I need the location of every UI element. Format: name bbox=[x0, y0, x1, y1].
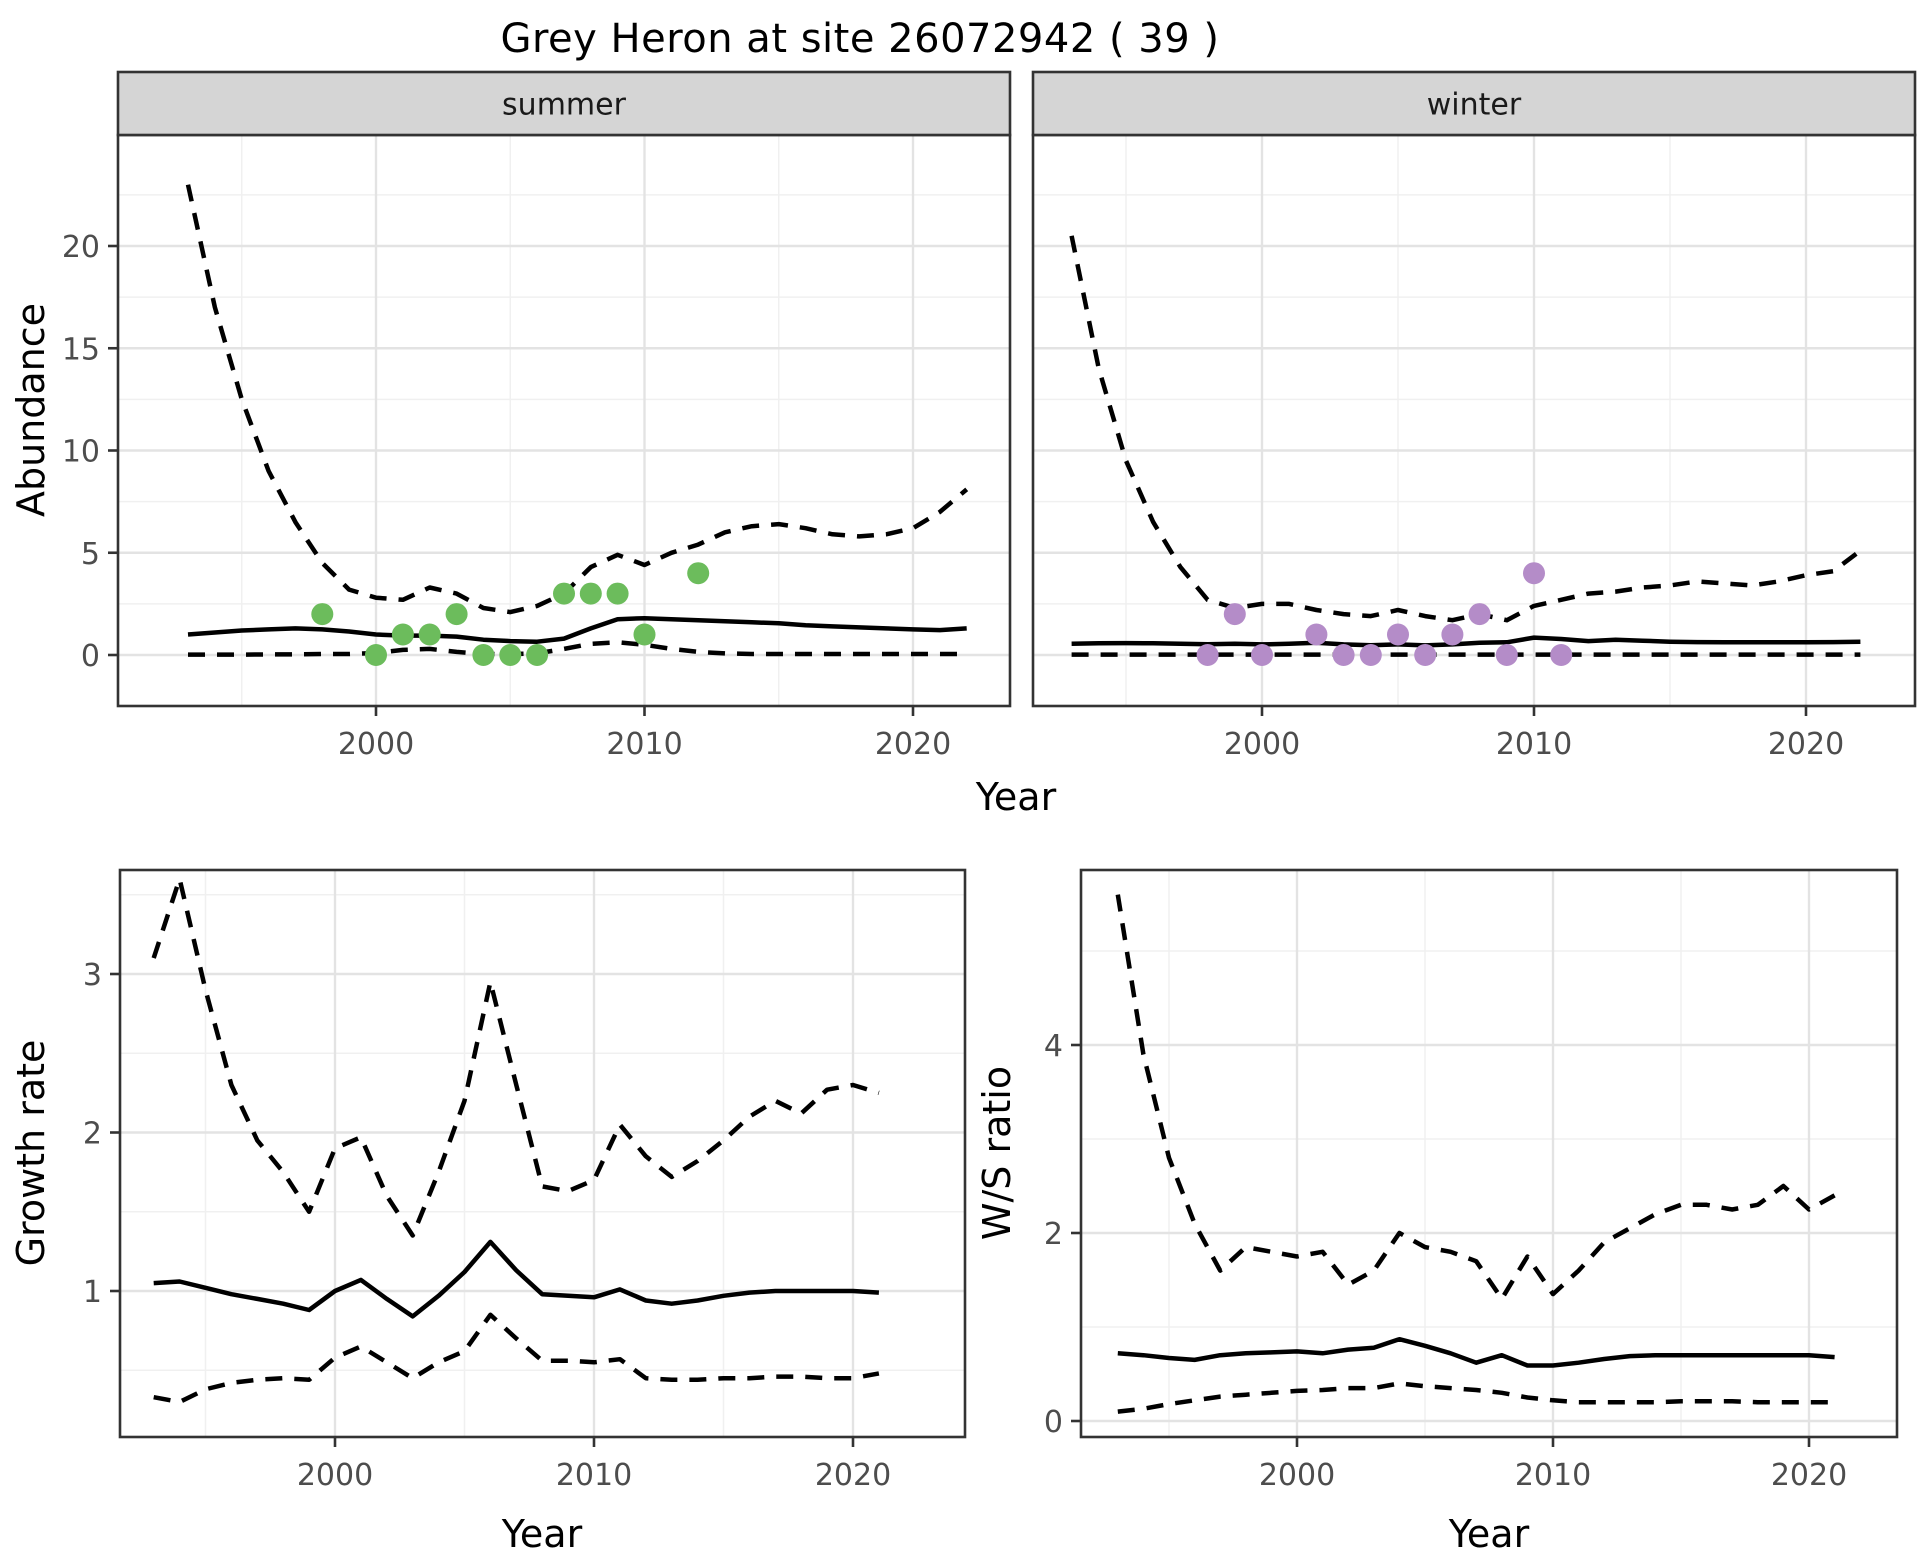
data-point bbox=[1523, 562, 1545, 585]
data-point bbox=[1550, 644, 1573, 666]
series-line-upper_95ci bbox=[1069, 235, 1862, 623]
data-point bbox=[1468, 603, 1491, 626]
y-tick-label: 10 bbox=[62, 435, 100, 470]
facet-strip bbox=[116, 70, 1012, 137]
y-tick-label: 3 bbox=[83, 958, 102, 993]
series-line-lower_95ci bbox=[188, 640, 967, 657]
y-axis-title-growth-rate: Growth rate bbox=[9, 1040, 53, 1267]
series-group bbox=[151, 876, 880, 1405]
data-point bbox=[1251, 644, 1273, 666]
series-line-mean bbox=[153, 1239, 880, 1319]
facet-strip-label: winter bbox=[1427, 88, 1522, 123]
data-point bbox=[579, 582, 602, 605]
y-tick-label: 1 bbox=[83, 1275, 102, 1310]
series-line-mean bbox=[1117, 1336, 1835, 1368]
series-line-lower_95ci bbox=[153, 1312, 880, 1405]
y-tick-label: 0 bbox=[81, 639, 100, 674]
y-tick-label: 5 bbox=[81, 537, 100, 572]
series-line-lower_95ci bbox=[1117, 1381, 1835, 1414]
x-tick-label: 2020 bbox=[1768, 727, 1844, 762]
observed-counts-summer bbox=[311, 562, 710, 666]
y-tick-label: 2 bbox=[83, 1117, 102, 1152]
series-line-mean bbox=[187, 615, 967, 644]
x-tick-label: 2000 bbox=[1224, 727, 1300, 762]
data-point bbox=[1359, 644, 1382, 666]
plot-title: Grey Heron at site 26072942 ( 39 ) bbox=[500, 16, 1220, 62]
x-tick-label: 2010 bbox=[606, 727, 682, 762]
data-point bbox=[445, 603, 468, 626]
data-point bbox=[1441, 623, 1464, 646]
series-group bbox=[1115, 894, 1836, 1414]
x-tick-label: 2010 bbox=[556, 1458, 632, 1493]
panel-background bbox=[118, 135, 1010, 706]
y-tick-label: 20 bbox=[62, 230, 100, 265]
data-point bbox=[391, 623, 414, 646]
panel-abundance-winter: winter 2000 2010 2020 bbox=[1031, 70, 1917, 762]
observed-counts-winter bbox=[1196, 562, 1573, 666]
x-axis-title-year-bl: Year bbox=[501, 1512, 583, 1556]
x-tick-label: 2010 bbox=[1515, 1458, 1591, 1493]
y-axis-title-ws-ratio: W/S ratio bbox=[975, 1066, 1019, 1240]
x-tick-label: 2000 bbox=[338, 727, 414, 762]
x-axis-title-year-br: Year bbox=[1448, 1512, 1530, 1556]
y-tick-label: 15 bbox=[62, 332, 100, 367]
data-point bbox=[606, 582, 629, 605]
data-point bbox=[1196, 644, 1219, 666]
data-point bbox=[1414, 644, 1437, 666]
data-point bbox=[633, 623, 656, 646]
data-point bbox=[418, 623, 441, 646]
series-group bbox=[185, 184, 969, 657]
x-tick-label: 2020 bbox=[815, 1458, 891, 1493]
x-tick-label: 2000 bbox=[1259, 1458, 1335, 1493]
x-tick-label: 2020 bbox=[1771, 1458, 1847, 1493]
facet-strip-label: summer bbox=[502, 88, 627, 123]
data-point bbox=[1223, 603, 1246, 626]
panel-growth-rate: 2000 2010 2020 1 2 3 bbox=[83, 868, 967, 1493]
panel-ws-ratio: 2000 2010 2020 0 2 4 bbox=[1044, 868, 1899, 1493]
data-point bbox=[365, 644, 387, 666]
panel-background bbox=[120, 870, 965, 1437]
y-axis-title-abundance: Abundance bbox=[9, 303, 53, 517]
data-point bbox=[526, 644, 549, 666]
y-tick-label: 2 bbox=[1044, 1217, 1063, 1252]
data-point bbox=[1305, 623, 1328, 646]
data-point bbox=[553, 582, 575, 605]
series-line-upper_95ci bbox=[1115, 894, 1836, 1302]
x-tick-label: 2000 bbox=[297, 1458, 373, 1493]
series-line-upper_95ci bbox=[151, 876, 880, 1238]
data-point bbox=[499, 644, 522, 666]
panel-border bbox=[118, 868, 967, 1439]
x-tick-label: 2010 bbox=[1496, 727, 1572, 762]
data-point bbox=[311, 603, 334, 626]
data-point bbox=[1495, 644, 1518, 666]
data-point bbox=[1387, 623, 1409, 646]
x-tick-label: 2020 bbox=[875, 727, 951, 762]
data-point bbox=[1332, 644, 1355, 666]
x-axis-title-year-top: Year bbox=[975, 775, 1057, 819]
panel-abundance-summer: summer 2000 2010 2020 0 5 10 15 20 bbox=[62, 70, 1012, 762]
series-line-upper_95ci bbox=[185, 184, 969, 615]
facet-strip bbox=[1031, 70, 1917, 137]
panel-border bbox=[1079, 868, 1899, 1439]
y-tick-label: 4 bbox=[1044, 1029, 1063, 1064]
y-tick-label: 0 bbox=[1044, 1405, 1063, 1440]
panel-background bbox=[1081, 870, 1897, 1437]
data-point bbox=[472, 644, 495, 666]
series-line-mean bbox=[1071, 635, 1861, 648]
data-point bbox=[687, 562, 710, 585]
